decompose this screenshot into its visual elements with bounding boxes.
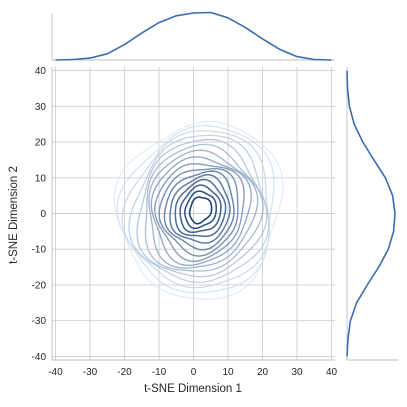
contour-level: [174, 178, 227, 238]
contour-level: [169, 173, 231, 244]
y-tick-label: -20: [32, 280, 47, 291]
contour-level: [116, 124, 275, 294]
y-axis-label: t-SNE Dimension 2: [8, 166, 20, 264]
x-tick-label: 40: [326, 367, 338, 378]
contour-level: [128, 134, 270, 284]
contour-level: [150, 156, 252, 267]
x-tick-label: 20: [257, 367, 269, 378]
y-tick-label: 20: [35, 138, 47, 149]
contour-level: [158, 167, 239, 257]
x-tick-label: 10: [222, 367, 234, 378]
x-tick-label: -20: [117, 367, 132, 378]
contour-level: [121, 130, 271, 289]
main-grid: [51, 67, 335, 361]
y-density-curve: [346, 70, 396, 357]
x-axis-label: t-SNE Dimension 1: [144, 383, 242, 395]
x-density-curve: [55, 11, 332, 61]
x-tick-label: 30: [291, 367, 303, 378]
x-tick-label: 0: [191, 367, 197, 378]
top-marginal-plot: [51, 11, 335, 61]
y-tick-label: 40: [35, 66, 47, 77]
y-tick-label: 0: [40, 209, 46, 220]
x-tick-label: -10: [152, 367, 167, 378]
y-tick-label: -10: [32, 245, 47, 256]
kde-contours: [113, 120, 284, 300]
x-tick-label: -40: [48, 367, 63, 378]
y-tick-label: 30: [35, 102, 47, 113]
contour-level: [184, 190, 217, 230]
y-tick-label: -40: [32, 352, 47, 363]
contour-level: [148, 149, 259, 269]
contour-level: [144, 143, 264, 272]
contour-level: [113, 120, 284, 300]
contour-level: [163, 170, 235, 251]
contour-level: [136, 138, 268, 278]
contour-level: [154, 163, 245, 263]
contour-level: [179, 184, 222, 234]
x-tick-label: -30: [83, 367, 98, 378]
right-marginal-plot: [346, 67, 398, 361]
contour-level: [188, 196, 213, 225]
y-tick-label: 10: [35, 173, 47, 184]
tick-labels: -40 -30 -20 -10 0 10 20 30 40 -40 -30 -20 -10 0 10 20 30…: [32, 66, 338, 378]
y-tick-label: -30: [32, 316, 47, 327]
